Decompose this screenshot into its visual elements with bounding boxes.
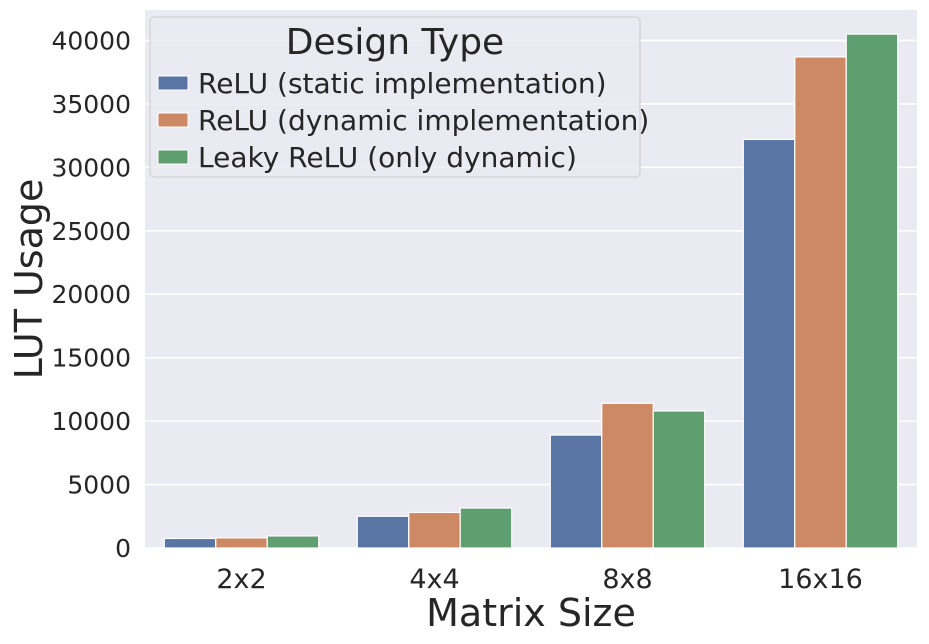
legend-swatch xyxy=(157,112,189,128)
y-tick-label: 20000 xyxy=(51,280,131,309)
bar xyxy=(742,138,796,549)
bar xyxy=(266,535,320,549)
bars xyxy=(163,33,899,549)
y-tick-label: 10000 xyxy=(51,407,131,436)
x-tick-label: 4x4 xyxy=(409,564,459,595)
y-tick-label: 30000 xyxy=(51,153,131,182)
y-tick-label: 5000 xyxy=(67,471,131,500)
bar xyxy=(601,402,654,549)
x-tick-label: 16x16 xyxy=(778,564,863,595)
bar xyxy=(215,537,268,549)
legend-box xyxy=(149,16,641,178)
y-axis-title: LUT Usage xyxy=(7,179,51,380)
y-tick-label: 25000 xyxy=(51,217,131,246)
y-tick-label: 40000 xyxy=(51,26,131,55)
legend: Design Type ReLU (static implementation)… xyxy=(149,16,649,178)
x-tick-labels: 2x2 4x4 8x8 16x16 xyxy=(216,564,863,595)
x-tick-label: 8x8 xyxy=(602,564,652,595)
bar xyxy=(549,434,603,549)
x-tick-label: 2x2 xyxy=(216,564,266,595)
bar xyxy=(408,511,461,549)
legend-label: Leaky ReLU (only dynamic) xyxy=(198,141,577,174)
bar xyxy=(845,33,899,549)
legend-swatch xyxy=(157,75,189,91)
legend-label: ReLU (dynamic implementation) xyxy=(198,104,649,137)
y-tick-label: 0 xyxy=(115,534,131,563)
bar xyxy=(163,537,217,549)
y-tick-label: 35000 xyxy=(51,90,131,119)
bar xyxy=(794,56,847,549)
bar xyxy=(356,515,410,549)
x-axis-title: Matrix Size xyxy=(426,591,636,635)
legend-swatch xyxy=(157,149,189,165)
y-tick-label: 15000 xyxy=(51,344,131,373)
legend-label: ReLU (static implementation) xyxy=(198,67,607,100)
bar xyxy=(459,507,513,549)
y-tick-labels: 0 5000 10000 15000 20000 25000 30000 35000 40000 xyxy=(51,26,131,563)
legend-title: Design Type xyxy=(286,22,504,63)
bar xyxy=(652,410,706,549)
